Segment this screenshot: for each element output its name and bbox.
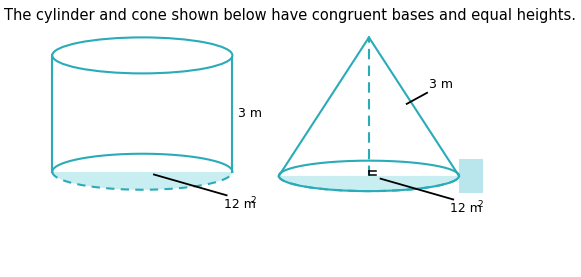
Polygon shape [52, 55, 232, 172]
Text: 12 m: 12 m [450, 202, 482, 215]
Ellipse shape [52, 154, 232, 190]
Text: 3 m: 3 m [238, 107, 262, 120]
Text: The cylinder and cone shown below have congruent bases and equal heights.: The cylinder and cone shown below have c… [5, 8, 576, 23]
Text: 3 m: 3 m [429, 78, 453, 91]
Text: 12 m: 12 m [224, 198, 256, 211]
Polygon shape [459, 159, 483, 193]
Polygon shape [279, 37, 459, 176]
Text: 2: 2 [477, 200, 483, 209]
Ellipse shape [279, 161, 459, 191]
Text: 2: 2 [250, 196, 256, 204]
Ellipse shape [52, 37, 232, 73]
